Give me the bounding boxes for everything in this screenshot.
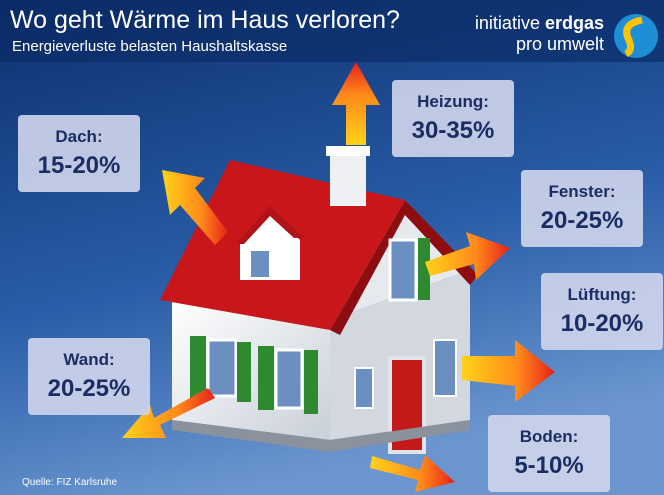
box-label: Lüftung: (568, 285, 637, 304)
box-value: 20-25% (48, 375, 131, 402)
arrow (425, 232, 510, 280)
info-box (488, 415, 610, 492)
box-value: 10-20% (561, 310, 644, 337)
arrow (462, 340, 555, 402)
arrow (122, 388, 215, 438)
arrow (370, 455, 455, 492)
box-value: 15-20% (38, 152, 121, 179)
title: Wo geht Wärme im Haus verloren? (10, 6, 400, 34)
box-label: Dach: (55, 127, 102, 146)
box-value: 5-10% (514, 452, 583, 479)
box-label: Heizung: (417, 92, 489, 111)
logo-word: erdgas (545, 13, 604, 33)
arrow (332, 62, 380, 145)
subtitle: Energieverluste belasten Haushaltskasse (12, 38, 287, 55)
source: Quelle: FIZ Karlsruhe (22, 477, 117, 488)
logo-text: pro umwelt (516, 34, 604, 54)
arrow (162, 170, 228, 245)
logo-word: initiative (475, 13, 540, 33)
info-box (18, 115, 140, 192)
header-band (0, 0, 664, 62)
heat-arrows (122, 62, 555, 492)
house (160, 146, 478, 454)
info-box (392, 80, 514, 157)
box-value: 20-25% (541, 207, 624, 234)
logo-text: initiative erdgas (475, 13, 604, 33)
logo-flame (623, 16, 643, 58)
info-box (28, 338, 150, 415)
logo-icon (614, 14, 658, 58)
box-label: Boden: (520, 427, 579, 446)
info-box (521, 170, 643, 247)
info-box (541, 273, 663, 350)
box-label: Wand: (63, 350, 114, 369)
box-label: Fenster: (548, 182, 615, 201)
box-value: 30-35% (412, 117, 495, 144)
